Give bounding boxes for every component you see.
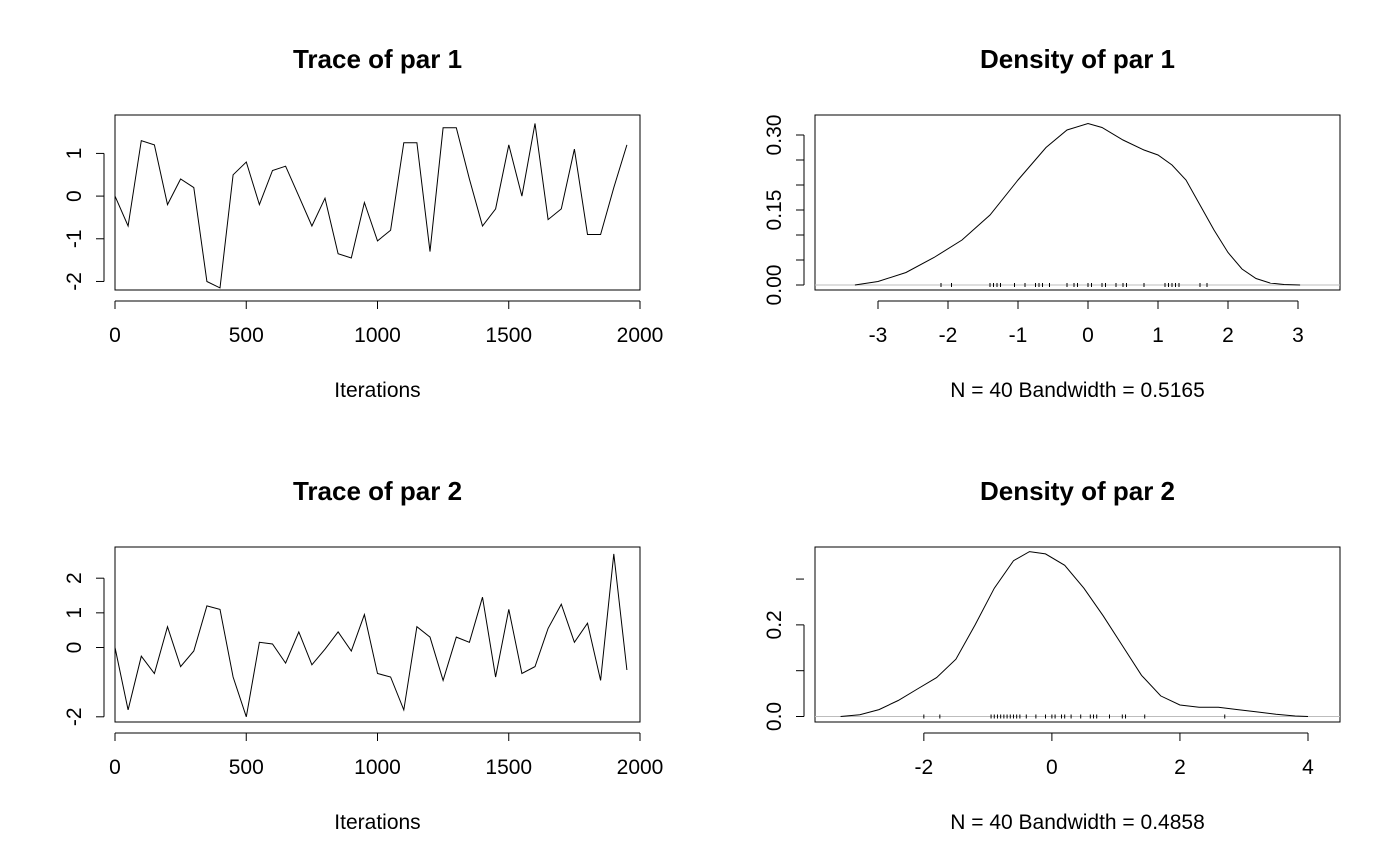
x-axis-label: N = 40 Bandwidth = 0.5165 [950, 379, 1205, 402]
x-tick-label: 500 [229, 756, 264, 779]
x-tick-label: 0 [109, 756, 121, 779]
y-tick-label: 1 [63, 148, 86, 160]
x-axis-label: N = 40 Bandwidth = 0.4858 [950, 811, 1205, 834]
x-tick-label: 1500 [485, 756, 532, 779]
plot-frame [114, 546, 641, 723]
y-tick-label: 0.30 [763, 115, 786, 156]
y-tick-label: 0.0 [763, 702, 786, 731]
x-tick-label: 4 [1302, 756, 1314, 779]
trace-line [114, 123, 628, 289]
panel-title: Density of par 2 [980, 476, 1175, 506]
trace-line [114, 553, 628, 717]
panel-3: Trace of par 2 0 500 1000 1500 2000 -2 0 1 2 Itera… [63, 476, 663, 834]
y-tick-label: 0.00 [763, 265, 786, 306]
panel-2: Density of par 1 -3 -2 -1 0 1 2 3 0.00 0.15 0.30 N … [763, 44, 1341, 402]
plot-frame [814, 114, 1341, 291]
panel-1: Trace of par 1 0 500 1000 1500 2000 -2 -1 0 1 Iter… [63, 44, 663, 402]
x-tick-label: 0 [1082, 324, 1094, 347]
y-tick-label: 0.2 [763, 610, 786, 639]
y-tick-label: -2 [63, 272, 86, 291]
x-axis-label: Iterations [334, 379, 420, 402]
x-tick-label: -2 [914, 756, 933, 779]
x-tick-label: -2 [939, 324, 958, 347]
x-axis-label: Iterations [334, 811, 420, 834]
y-tick-label: 0.15 [763, 190, 786, 231]
panel-title: Trace of par 1 [293, 44, 462, 74]
density-curve [854, 122, 1301, 286]
y-tick-label: -1 [63, 229, 86, 248]
y-tick-label: 0 [63, 642, 86, 654]
x-tick-label: 2 [1222, 324, 1234, 347]
y-tick-label: 0 [63, 190, 86, 202]
y-tick-label: 2 [63, 572, 86, 584]
x-tick-label: 2 [1174, 756, 1186, 779]
x-tick-label: 1000 [354, 324, 401, 347]
x-tick-label: -1 [1009, 324, 1028, 347]
density-curve [840, 551, 1309, 717]
panel-title: Trace of par 2 [293, 476, 462, 506]
x-tick-label: 1000 [354, 756, 401, 779]
panel-4: Density of par 2 -2 0 2 4 0.0 0.2 N = 40 Bandwi… [763, 476, 1341, 834]
y-tick-label: 1 [63, 607, 86, 619]
x-tick-label: 2000 [617, 756, 664, 779]
x-tick-label: 1500 [485, 324, 532, 347]
x-tick-label: 1 [1152, 324, 1164, 347]
x-tick-label: 0 [1046, 756, 1058, 779]
x-tick-label: 3 [1292, 324, 1304, 347]
x-tick-label: 2000 [617, 324, 664, 347]
plot-frame [814, 546, 1341, 723]
x-tick-label: -3 [869, 324, 888, 347]
panel-title: Density of par 1 [980, 44, 1175, 74]
x-tick-label: 0 [109, 324, 121, 347]
x-tick-label: 500 [229, 324, 264, 347]
y-tick-label: -2 [63, 707, 86, 726]
plot-frame [114, 114, 641, 291]
